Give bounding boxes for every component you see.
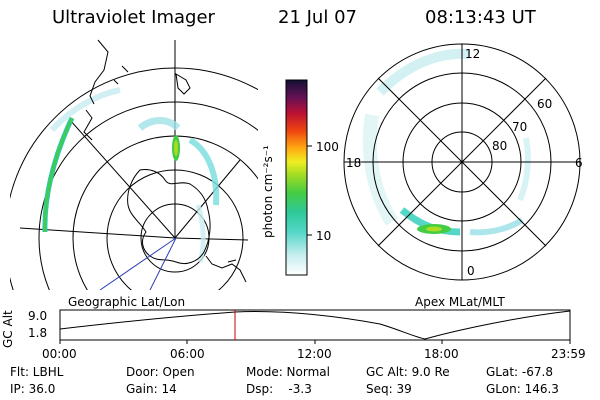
time-tick-0600: 06:00 <box>170 347 205 361</box>
date-label: 21 Jul 07 <box>278 7 357 28</box>
gc-alt-info: GC Alt: 9.0 Re <box>366 365 450 379</box>
coastlines <box>83 39 247 283</box>
instrument-title: Ultraviolet Imager <box>52 7 215 28</box>
mode-info: Mode: Normal <box>246 365 330 379</box>
time-tick-0000: 00:00 <box>42 347 77 361</box>
mlt-label-6: 6 <box>575 156 583 170</box>
magnetic-polar-plot <box>343 43 581 281</box>
mlat-label-70: 70 <box>512 120 528 134</box>
alt-tick-1-8: 1.8 <box>28 326 48 340</box>
gc-alt-axis-label: GC Alt <box>1 310 15 348</box>
dsp-info: Dsp: -3.3 <box>246 382 312 396</box>
alt-tick-9: 9.0 <box>28 309 48 323</box>
time-label: 08:13:43 UT <box>425 7 536 28</box>
mlt-label-0: 0 <box>467 264 475 278</box>
gain-info: Gain: 14 <box>126 382 177 396</box>
ip-info: IP: 36.0 <box>10 382 56 396</box>
altitude-plot <box>59 309 571 344</box>
mlat-label-60: 60 <box>537 97 553 111</box>
colorbar-tick-10: 10 <box>316 229 332 243</box>
colorbar-unit-label: photon cm⁻²s⁻¹ <box>261 145 275 238</box>
longitude-lines <box>19 40 249 241</box>
magnetic-panel-label: Apex MLat/MLT <box>415 295 505 309</box>
aurora-emission-geographic <box>42 87 220 263</box>
mlt-label-18: 18 <box>346 156 362 170</box>
geographic-map <box>10 39 258 290</box>
time-tick-1800: 18:00 <box>424 347 459 361</box>
time-tick-1200: 12:00 <box>297 347 332 361</box>
intensity-colorbar <box>285 79 312 276</box>
mlt-label-12: 12 <box>465 47 481 61</box>
seq-info: Seq: 39 <box>366 382 412 396</box>
mlat-label-80: 80 <box>492 139 508 153</box>
filter-info: Flt: LBHL <box>10 365 64 379</box>
glat-info: GLat: -67.8 <box>486 365 553 379</box>
colorbar-tick-100: 100 <box>316 140 339 154</box>
geographic-panel-label: Geographic Lat/Lon <box>68 295 186 309</box>
door-info: Door: Open <box>126 365 195 379</box>
aurora-emission-magnetic <box>362 48 531 236</box>
glon-info: GLon: 146.3 <box>486 382 559 396</box>
time-tick-2359: 23:59 <box>551 347 586 361</box>
satellite-track <box>99 237 177 290</box>
